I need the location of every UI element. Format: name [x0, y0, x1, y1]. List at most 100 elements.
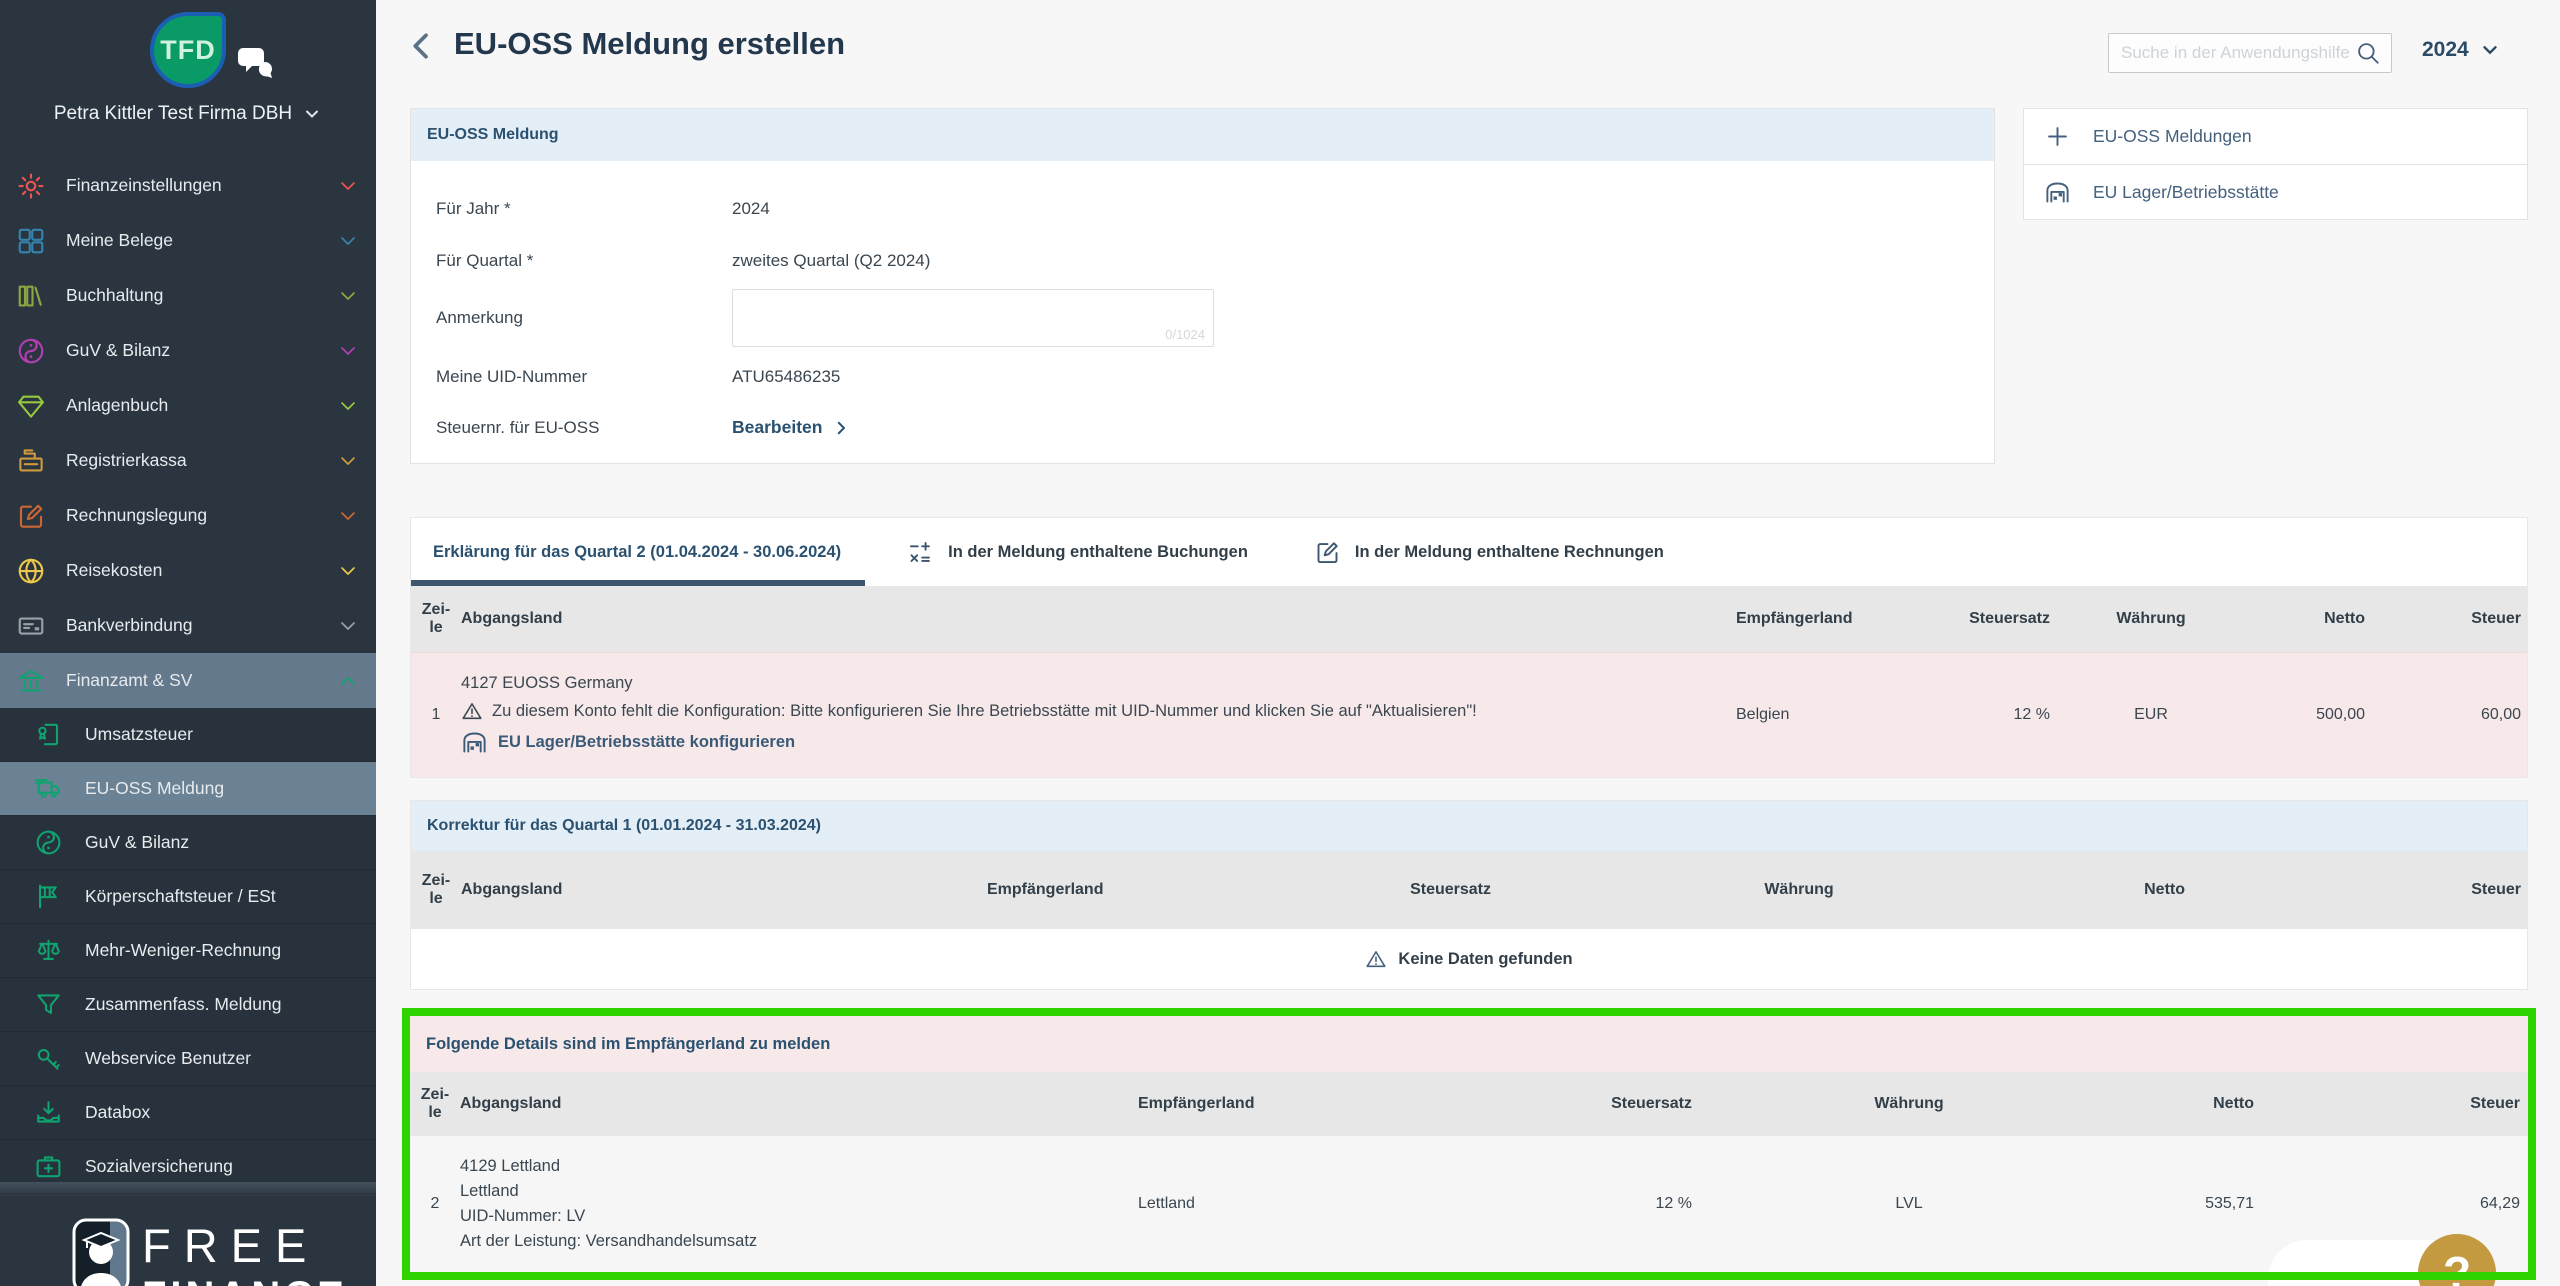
- chevron-down-icon: [2479, 39, 2501, 61]
- bank-icon: [16, 666, 46, 696]
- column-steuersatz: Steuersatz: [1611, 1095, 1692, 1112]
- cash-register-icon: [16, 446, 46, 476]
- form-row-steuernr: Steuernr. für EU-OSS Bearbeiten: [436, 417, 850, 438]
- tab-enthaltene-buchungen[interactable]: In der Meldung enthaltene Buchungen: [883, 518, 1272, 586]
- chat-icon[interactable]: [237, 46, 279, 84]
- column-empfaengerland: Empfängerland: [1736, 610, 1853, 627]
- column-zeile: Zei- le: [421, 871, 451, 907]
- column-zeile: Zei- le: [420, 1085, 450, 1121]
- sidebar-item-rechnungslegung[interactable]: Rechnungslegung: [0, 488, 376, 543]
- sidebar-item-label: Meine Belege: [66, 230, 174, 250]
- company-selector[interactable]: Petra Kittler Test Firma DBH: [0, 96, 376, 132]
- search-input[interactable]: [2109, 43, 2355, 63]
- chevron-down-icon: [302, 104, 322, 124]
- tab-enthaltene-rechnungen[interactable]: In der Meldung enthaltene Rechnungen: [1290, 518, 1688, 586]
- warning-text: Zu diesem Konto fehlt die Konfiguration:…: [492, 701, 1477, 720]
- uid-label: Meine UID-Nummer: [436, 367, 588, 386]
- tab-erklaerung-quartal[interactable]: Erklärung für das Quartal 2 (01.04.2024 …: [411, 518, 865, 586]
- column-steuer: Steuer: [2471, 610, 2521, 627]
- row-steuersatz: 12 %: [1655, 1195, 1692, 1212]
- chevron-down-icon: [336, 394, 360, 418]
- chevron-right-icon: [832, 419, 850, 437]
- quicklinks-panel: EU-OSS Meldungen EU Lager/Betriebsstätte: [2023, 108, 2528, 220]
- korrektur-table-header: Zei- le Abgangsland Empfängerland Steuer…: [411, 851, 2527, 929]
- sidebar-item-label: Zusammenfass. Meldung: [85, 994, 282, 1014]
- column-steuersatz: Steuersatz: [1969, 610, 2050, 627]
- sidebar-item-mehr-weniger-rechnung[interactable]: Mehr-Weniger-Rechnung: [0, 924, 376, 978]
- sidebar-item-label: Rechnungslegung: [66, 505, 208, 525]
- column-netto: Netto: [2144, 881, 2185, 898]
- quicklink-eu-oss-meldungen[interactable]: EU-OSS Meldungen: [2024, 109, 2527, 164]
- sidebar-item-label: Databox: [85, 1102, 151, 1122]
- row-zeile: 1: [431, 706, 441, 723]
- logo-row: TFD: [0, 0, 376, 96]
- sidebar-item-koerperschaftsteuer[interactable]: Körperschaftsteuer / ESt: [0, 870, 376, 924]
- column-abgangsland: Abgangsland: [461, 881, 563, 898]
- sidebar-item-guv-bilanz-sub[interactable]: GuV & Bilanz: [0, 816, 376, 870]
- row-abgangsland: 4129 Lettland Lettland UID-Nummer: LV Ar…: [460, 1136, 1138, 1272]
- sidebar-item-finanzeinstellungen[interactable]: Finanzeinstellungen: [0, 158, 376, 213]
- column-steuersatz: Steuersatz: [1410, 881, 1491, 898]
- sidebar-item-databox[interactable]: Databox: [0, 1086, 376, 1140]
- sidebar-item-meine-belege[interactable]: Meine Belege: [0, 213, 376, 268]
- warning-triangle-icon: [1365, 948, 1387, 970]
- sidebar-item-eu-oss-meldung[interactable]: EU-OSS Meldung: [0, 762, 376, 816]
- sidebar-item-label: Bankverbindung: [66, 615, 193, 635]
- sidebar-item-guv-bilanz[interactable]: GuV & Bilanz: [0, 323, 376, 378]
- funnel-icon: [34, 990, 63, 1019]
- korrektur-title: Korrektur für das Quartal 1 (01.01.2024 …: [411, 801, 2527, 851]
- search-icon[interactable]: [2355, 40, 2381, 66]
- sidebar-item-buchhaltung[interactable]: Buchhaltung: [0, 268, 376, 323]
- empty-state-text: Keine Daten gefunden: [1398, 949, 1573, 968]
- form-row-quartal: Für Quartal * zweites Quartal (Q2 2024): [436, 251, 930, 271]
- column-steuer: Steuer: [2470, 1095, 2520, 1112]
- year-dropdown[interactable]: 2024: [2422, 38, 2501, 62]
- freefinance-wordmark-line1: FREE: [142, 1219, 320, 1272]
- configure-link-label: EU Lager/Betriebsstätte konfigurieren: [498, 733, 796, 751]
- chevron-down-icon: [336, 504, 360, 528]
- sidebar-item-webservice-benutzer[interactable]: Webservice Benutzer: [0, 1032, 376, 1086]
- sidebar-scroll-fade: [0, 1182, 376, 1198]
- sidebar-item-reisekosten[interactable]: Reisekosten: [0, 543, 376, 598]
- sidebar-item-label: Webservice Benutzer: [85, 1048, 252, 1068]
- diamond-icon: [16, 391, 46, 421]
- tab-label: Erklärung für das Quartal 2 (01.04.2024 …: [433, 542, 842, 561]
- sidebar-submenu: Umsatzsteuer EU-OSS Meldung GuV & Bilanz…: [0, 708, 376, 1194]
- help-search: [2108, 33, 2392, 73]
- quicklink-eu-lager-betriebsstaette[interactable]: EU Lager/Betriebsstätte: [2024, 164, 2527, 219]
- back-button[interactable]: [406, 28, 438, 64]
- sidebar-item-zusammenfass-meldung[interactable]: Zusammenfass. Meldung: [0, 978, 376, 1032]
- account-name: 4127 EUOSS Germany: [461, 674, 633, 692]
- quicklink-label: EU Lager/Betriebsstätte: [2093, 181, 2279, 202]
- quartal-label: Für Quartal *: [436, 251, 534, 270]
- sidebar-item-registrierkassa[interactable]: Registrierkassa: [0, 433, 376, 488]
- certificate-icon: [34, 720, 63, 749]
- company-logo[interactable]: TFD: [150, 12, 226, 88]
- bearbeiten-link[interactable]: Bearbeiten: [732, 417, 850, 438]
- sidebar-item-umsatzsteuer[interactable]: Umsatzsteuer: [0, 708, 376, 762]
- sidebar-item-bankverbindung[interactable]: Bankverbindung: [0, 598, 376, 653]
- korrektur-section: Korrektur für das Quartal 1 (01.01.2024 …: [410, 800, 2528, 990]
- table-row: 2 4129 Lettland Lettland UID-Nummer: LV …: [410, 1136, 2528, 1272]
- column-steuer: Steuer: [2471, 881, 2521, 898]
- sidebar-item-label: Umsatzsteuer: [85, 724, 193, 744]
- table-row: 1 4127 EUOSS Germany Zu diesem Konto feh…: [411, 652, 2527, 777]
- sidebar-item-finanzamt-sv[interactable]: Finanzamt & SV: [0, 653, 376, 708]
- sidebar-item-label: Körperschaftsteuer / ESt: [85, 886, 276, 906]
- chevron-down-icon: [336, 174, 360, 198]
- detail-line: UID-Nummer: LV: [460, 1207, 586, 1225]
- sidebar-item-anlagenbuch[interactable]: Anlagenbuch: [0, 378, 376, 433]
- anmerkung-textarea[interactable]: [733, 290, 1213, 346]
- row-zeile: 2: [430, 1195, 440, 1212]
- configure-betriebsstaette-link[interactable]: EU Lager/Betriebsstätte konfigurieren: [461, 729, 1736, 756]
- freefinance-badge-icon: [72, 1218, 130, 1286]
- row-abgangsland: 4127 EUOSS Germany Zu diesem Konto fehlt…: [461, 653, 1736, 777]
- row-waehrung: LVL: [1895, 1195, 1923, 1212]
- row-waehrung: EUR: [2134, 706, 2168, 723]
- character-counter: 0/1024: [1165, 327, 1205, 342]
- calculator-operations-icon: [907, 539, 934, 566]
- main-content: EU-OSS Meldung erstellen 2024 EU-OSS Mel…: [376, 0, 2560, 1286]
- quicklink-label: EU-OSS Meldungen: [2093, 126, 2252, 146]
- column-empfaengerland: Empfängerland: [987, 881, 1104, 898]
- sidebar-item-sozialversicherung[interactable]: Sozialversicherung: [0, 1140, 376, 1194]
